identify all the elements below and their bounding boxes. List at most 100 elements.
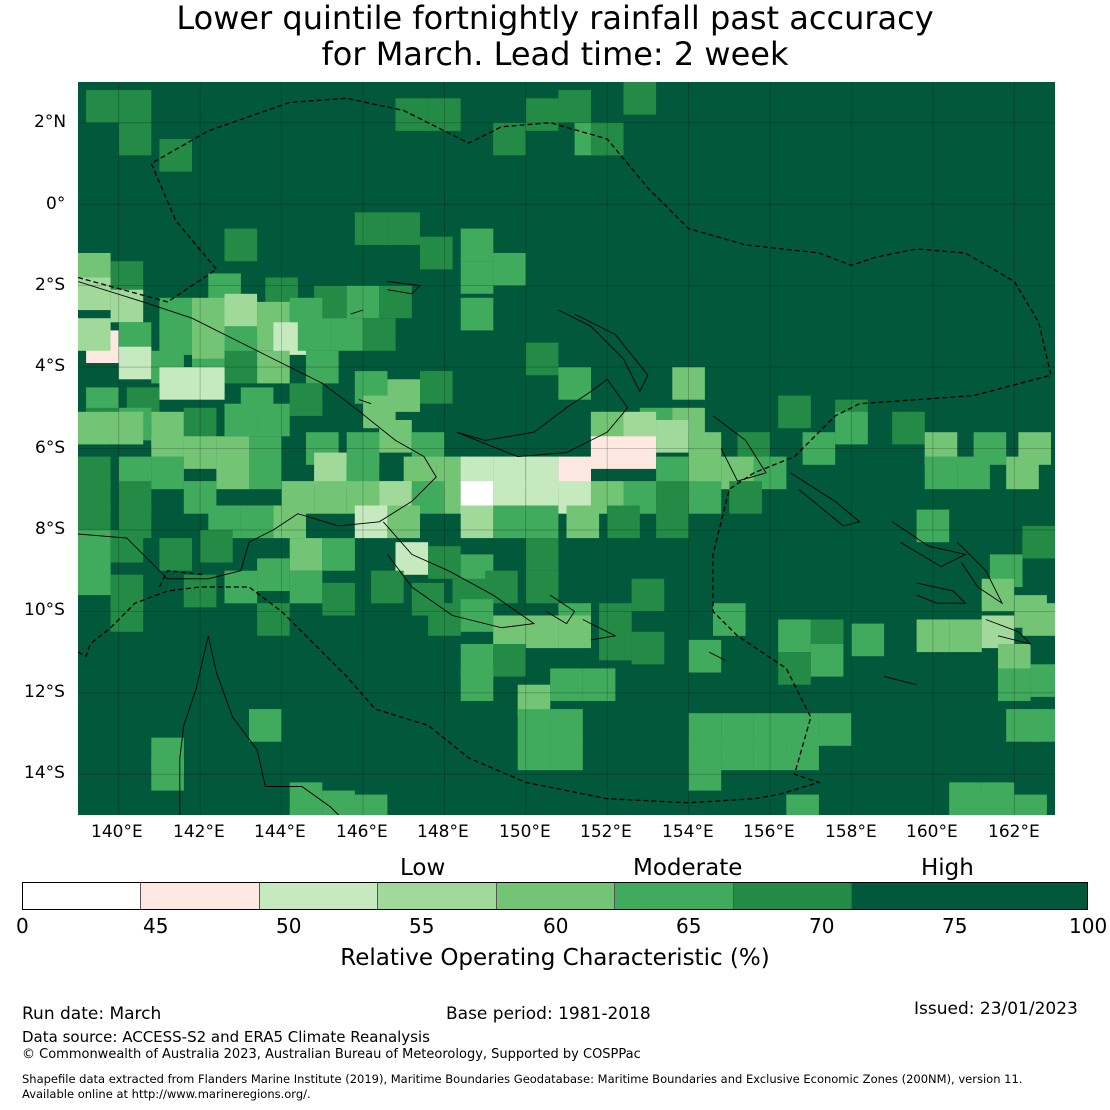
grid-cell bbox=[118, 122, 152, 156]
coastline bbox=[545, 594, 576, 625]
grid-cell bbox=[672, 367, 705, 400]
grid-cell bbox=[525, 570, 559, 604]
colorbar-title: Relative Operating Characteristic (%) bbox=[340, 945, 770, 971]
rainfall-accuracy-map bbox=[78, 82, 1055, 815]
grid-cell bbox=[314, 452, 347, 486]
lat-label-2n: 2°N bbox=[34, 112, 67, 132]
grid-cell bbox=[249, 709, 282, 742]
grid-cell bbox=[786, 794, 819, 815]
grid-cell bbox=[183, 436, 217, 469]
grid-cell bbox=[525, 98, 559, 131]
shapefile-credit-1: Shapefile data extracted from Flanders M… bbox=[22, 1072, 1023, 1086]
colorbar-segment bbox=[496, 883, 616, 909]
tick-60: 60 bbox=[543, 914, 569, 938]
grid-cell bbox=[924, 456, 958, 490]
grid-cell bbox=[460, 228, 494, 262]
grid-cell bbox=[558, 367, 591, 400]
grid-cell bbox=[607, 505, 640, 539]
tick-75: 75 bbox=[942, 914, 968, 938]
grid-cell bbox=[273, 505, 306, 539]
lon-label-154e: 154°E bbox=[662, 822, 714, 842]
grid-cell bbox=[590, 436, 624, 469]
grid-cell bbox=[110, 599, 144, 632]
grid-cell bbox=[1022, 525, 1055, 559]
coastline bbox=[985, 619, 1033, 645]
grid-cell bbox=[428, 603, 461, 636]
grid-cell bbox=[289, 538, 323, 571]
grid-cell bbox=[289, 782, 323, 815]
grid-cell bbox=[550, 668, 583, 701]
grid-cell bbox=[257, 350, 290, 384]
colorbar-segment bbox=[852, 883, 1087, 909]
grid-cell bbox=[110, 411, 144, 445]
colorbar-segment bbox=[23, 883, 142, 909]
grid-cell bbox=[224, 403, 258, 437]
grid-cell bbox=[1030, 664, 1055, 697]
grid-cell bbox=[200, 529, 233, 563]
tick-65: 65 bbox=[676, 914, 702, 938]
grid-cell bbox=[78, 318, 111, 351]
lat-label-2s: 2°S bbox=[35, 275, 66, 295]
grid-cell bbox=[395, 542, 429, 575]
grid-cell bbox=[550, 709, 583, 742]
grid-cell bbox=[78, 411, 111, 445]
coastline bbox=[708, 651, 726, 661]
lat-label-12s: 12°S bbox=[24, 682, 65, 702]
lon-label-156e: 156°E bbox=[743, 822, 795, 842]
grid-cell bbox=[86, 90, 119, 123]
grid-cell bbox=[688, 481, 722, 514]
colorbar-segment bbox=[259, 883, 379, 909]
issued-date: Issued: 23/01/2023 bbox=[914, 999, 1078, 1019]
grid-cell bbox=[314, 481, 347, 514]
title-line-2: for March. Lead time: 2 week bbox=[321, 35, 789, 73]
grid-cell bbox=[192, 326, 225, 359]
grid-cell bbox=[916, 509, 950, 543]
coastline bbox=[456, 378, 629, 458]
grid-cell bbox=[379, 285, 412, 319]
grid-cell bbox=[363, 318, 396, 351]
category-moderate: Moderate bbox=[633, 855, 743, 881]
run-date: Run date: March bbox=[22, 1004, 162, 1024]
lon-label-150e: 150°E bbox=[499, 822, 551, 842]
grid-cell bbox=[330, 318, 363, 351]
grid-cell bbox=[257, 558, 290, 591]
grid-cell bbox=[322, 538, 355, 571]
lon-label-144e: 144°E bbox=[254, 822, 306, 842]
base-period: Base period: 1981-2018 bbox=[446, 1004, 651, 1024]
coastline bbox=[916, 582, 967, 604]
grid-cell bbox=[558, 615, 591, 649]
grid-cell bbox=[224, 293, 258, 327]
coastline bbox=[358, 399, 372, 405]
grid-cell bbox=[493, 615, 526, 649]
grid-cell bbox=[688, 758, 722, 791]
grid-cell bbox=[289, 570, 323, 604]
grid-cell bbox=[379, 420, 412, 453]
grid-cell bbox=[493, 253, 526, 286]
grid-cell bbox=[949, 619, 982, 653]
coastline bbox=[712, 415, 767, 482]
coastline bbox=[207, 635, 339, 815]
coastline bbox=[382, 521, 536, 629]
grid-cell bbox=[517, 709, 551, 742]
grid-cell bbox=[192, 367, 225, 400]
lat-label-6s: 6°S bbox=[35, 438, 66, 458]
lat-label-14s: 14°S bbox=[24, 763, 65, 783]
grid-cell bbox=[387, 212, 420, 245]
grid-cell bbox=[525, 615, 559, 649]
grid-cell bbox=[851, 623, 885, 657]
shapefile-credit-2: Available online at http://www.marinereg… bbox=[22, 1087, 311, 1101]
grid-cell bbox=[151, 758, 184, 791]
coastline bbox=[350, 309, 364, 315]
lon-label-142e: 142°E bbox=[173, 822, 225, 842]
grid-cell bbox=[623, 82, 657, 115]
grid-cell bbox=[566, 505, 600, 539]
grid-cell bbox=[802, 432, 836, 465]
coastline bbox=[78, 281, 437, 580]
grid-cell bbox=[428, 546, 461, 579]
grid-cell bbox=[998, 668, 1031, 701]
grid-cell bbox=[981, 798, 1015, 815]
grid-cell bbox=[892, 411, 925, 445]
lon-label-158e: 158°E bbox=[825, 822, 877, 842]
grid-cell bbox=[835, 411, 868, 445]
grid-cell bbox=[1006, 456, 1039, 490]
